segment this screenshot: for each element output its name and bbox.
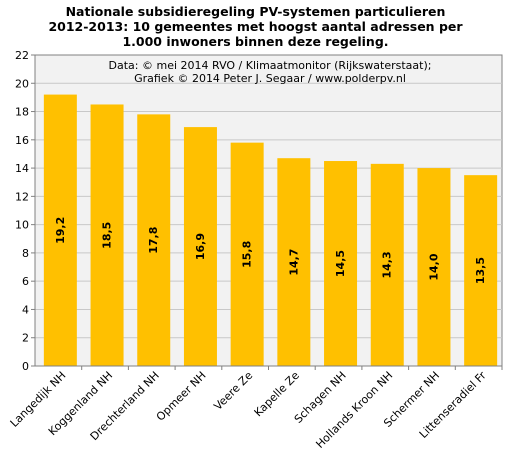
data-label-7: 14,3 bbox=[381, 251, 394, 278]
bar-0 bbox=[43, 94, 77, 366]
x-tick-label-5: Kapelle Ze bbox=[252, 369, 303, 420]
y-tick-label: 10 bbox=[15, 219, 29, 232]
bar-4 bbox=[230, 142, 264, 366]
data-label-0: 19,2 bbox=[54, 217, 67, 244]
bars bbox=[43, 94, 498, 367]
chart-title: Nationale subsidieregeling PV-systemen p… bbox=[0, 4, 511, 49]
bar-1 bbox=[90, 104, 124, 367]
bar-8 bbox=[417, 168, 451, 366]
data-label-1: 18,5 bbox=[101, 222, 114, 249]
y-tick-label: 18 bbox=[15, 106, 29, 119]
data-label-5: 14,7 bbox=[287, 249, 300, 276]
y-tick-label: 22 bbox=[15, 49, 29, 62]
annotation-line-1: Data: © mei 2014 RVO / Klimaatmonitor (R… bbox=[109, 59, 432, 72]
data-label-2: 17,8 bbox=[147, 227, 160, 254]
y-tick-label: 0 bbox=[22, 360, 29, 373]
y-tick-label: 6 bbox=[22, 275, 29, 288]
y-tick-label: 16 bbox=[15, 134, 29, 147]
data-label-4: 15,8 bbox=[241, 241, 254, 268]
chart-title-line-3: 1.000 inwoners binnen deze regeling. bbox=[122, 34, 389, 49]
y-tick-label: 12 bbox=[15, 190, 29, 203]
y-axis-ticks: 0 2 4 6 8 10 12 14 16 18 20 22 bbox=[15, 49, 35, 373]
bar-5 bbox=[277, 158, 311, 366]
chart-title-line-1: Nationale subsidieregeling PV-systemen p… bbox=[65, 4, 446, 19]
data-label-6: 14,5 bbox=[334, 250, 347, 277]
bar-6 bbox=[324, 161, 358, 366]
bar-3 bbox=[183, 127, 217, 366]
y-tick-label: 14 bbox=[15, 162, 29, 175]
chart-title-line-2: 2012-2013: 10 gemeentes met hoogst aanta… bbox=[48, 19, 463, 34]
y-tick-label: 8 bbox=[22, 247, 29, 260]
y-tick-label: 2 bbox=[22, 332, 29, 345]
data-labels: 19,2 18,5 17,8 16,9 15,8 14,7 14,5 14,3 14,0 13,5 bbox=[54, 217, 487, 284]
bar-9 bbox=[464, 175, 498, 366]
annotation-line-2: Grafiek © 2014 Peter J. Segaar / www.pol… bbox=[134, 72, 406, 85]
x-tick-label-7: Hollands Kroon NH bbox=[313, 369, 395, 451]
data-label-8: 14,0 bbox=[427, 253, 440, 280]
data-label-9: 13,5 bbox=[474, 257, 487, 284]
bar-2 bbox=[137, 114, 171, 366]
y-tick-label: 4 bbox=[22, 303, 29, 316]
y-tick-label: 20 bbox=[15, 77, 29, 90]
x-tick-label-3: Opmeer NH bbox=[154, 369, 209, 424]
bar-7 bbox=[370, 163, 404, 366]
x-tick-label-4: Veere Ze bbox=[211, 369, 255, 413]
data-label-3: 16,9 bbox=[194, 233, 207, 260]
